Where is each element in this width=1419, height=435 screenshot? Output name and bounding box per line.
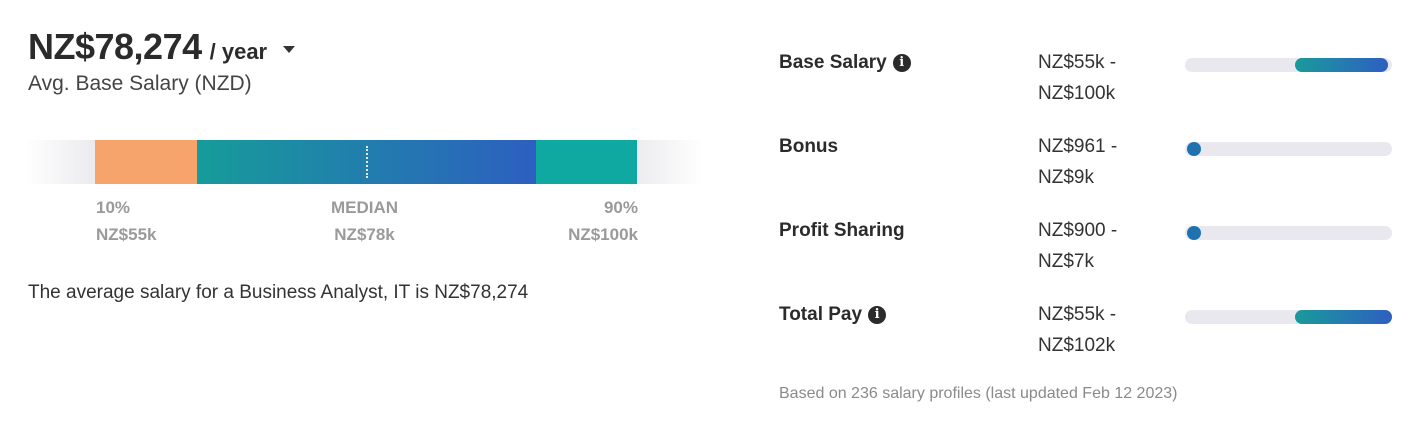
range-min: NZ$900 - [1038, 220, 1118, 241]
caret-down-icon[interactable] [283, 46, 296, 53]
low-percentile: 10% [96, 198, 131, 217]
range-max: NZ$9k [1038, 167, 1094, 188]
range-max: NZ$102k [1038, 335, 1116, 356]
pay-row-total-pay: Total Pay i NZ$55k - NZ$102k [779, 304, 1399, 388]
pay-row-range: NZ$961 - NZ$9k [1038, 131, 1117, 193]
pay-row-bar [1185, 226, 1392, 240]
salary-summary-panel: NZ$78,274 / year Avg. Base Salary (NZD) … [24, 26, 718, 303]
pay-range-fill [1294, 58, 1388, 72]
pay-range-dot [1187, 226, 1201, 240]
range-min: NZ$961 - [1038, 136, 1118, 157]
median-label: MEDIAN [331, 198, 399, 217]
range-max: NZ$100k [1038, 83, 1116, 104]
pay-row-label: Bonus [779, 136, 839, 157]
range-label-median: MEDIAN NZ$78k [331, 194, 398, 248]
pay-range-dot [1187, 142, 1201, 156]
salary-subtitle: Avg. Base Salary (NZD) [28, 72, 252, 95]
median-marker [366, 146, 368, 178]
pay-row-label: Base Salary [779, 52, 887, 73]
range-max: NZ$7k [1038, 251, 1094, 272]
pay-row-bar [1185, 142, 1392, 156]
pay-row-range: NZ$55k - NZ$100k [1038, 47, 1116, 109]
high-value: NZ$100k [568, 225, 638, 244]
pay-row-bar [1185, 310, 1392, 324]
pay-row-base-salary: Base Salary i NZ$55k - NZ$100k [779, 52, 1399, 136]
pay-row-range: NZ$55k - NZ$102k [1038, 299, 1116, 361]
pay-period-selector[interactable]: / year [209, 39, 268, 64]
salary-range-bar [24, 140, 704, 184]
pay-row-label: Profit Sharing [779, 220, 905, 241]
pay-range-fill [1294, 310, 1392, 324]
range-segment-low [95, 140, 197, 184]
pay-row-label: Total Pay [779, 304, 863, 325]
info-icon[interactable]: i [892, 54, 911, 72]
average-salary-amount: NZ$78,274 [28, 26, 202, 67]
salary-headline: NZ$78,274 / year [28, 26, 718, 68]
salary-profiles-footnote: Based on 236 salary profiles (last updat… [779, 385, 1178, 402]
median-value: NZ$78k [334, 225, 395, 244]
pay-breakdown-panel: Base Salary i NZ$55k - NZ$100k Bonus NZ$… [779, 52, 1399, 388]
pay-row-bar [1185, 58, 1392, 72]
pay-row-profit-sharing: Profit Sharing NZ$900 - NZ$7k [779, 220, 1399, 304]
range-min: NZ$55k - [1038, 304, 1117, 325]
high-percentile: 90% [603, 198, 638, 217]
average-salary-sentence: The average salary for a Business Analys… [28, 282, 529, 303]
pay-row-bonus: Bonus NZ$961 - NZ$9k [779, 136, 1399, 220]
range-label-high: 90% NZ$100k [558, 194, 638, 248]
range-segment-high [536, 140, 637, 184]
pay-row-range: NZ$900 - NZ$7k [1038, 215, 1117, 277]
range-label-low: 10% NZ$55k [96, 194, 156, 248]
info-icon[interactable]: i [868, 306, 887, 324]
low-value: NZ$55k [96, 225, 157, 244]
range-min: NZ$55k - [1038, 52, 1117, 73]
